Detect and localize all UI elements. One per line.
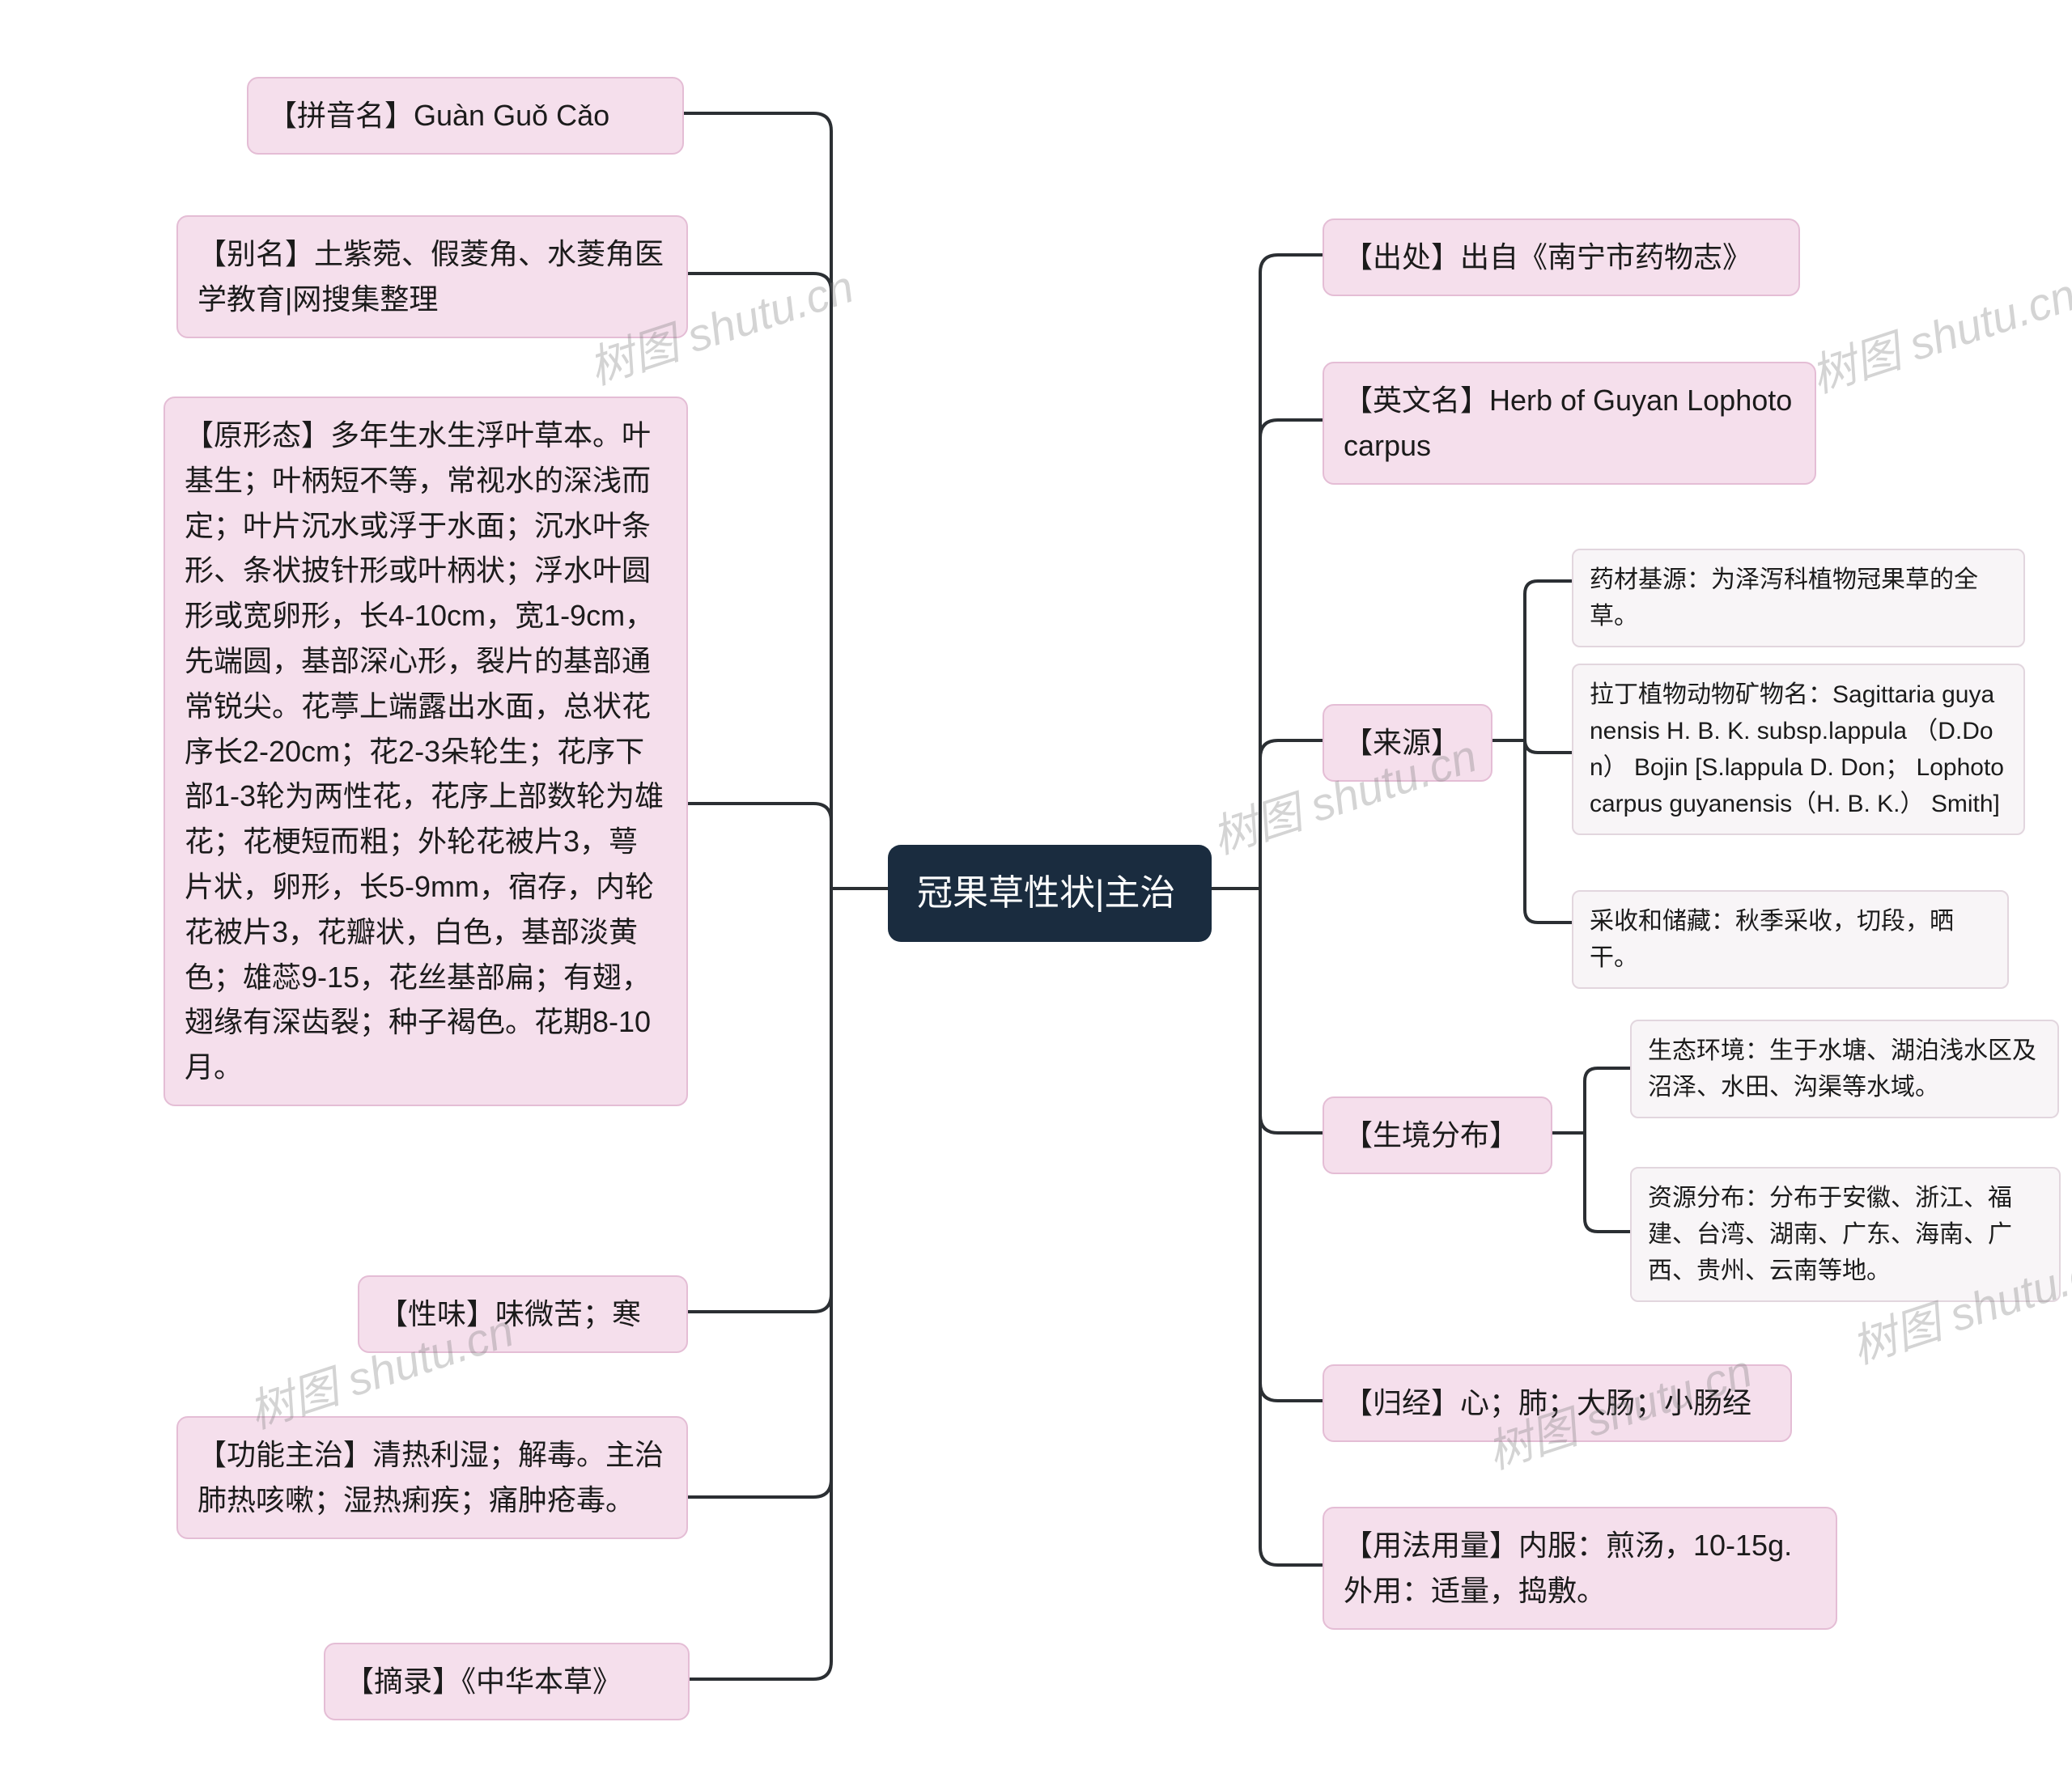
- right-node-guijing[interactable]: 【归经】心；肺；大肠；小肠经: [1323, 1364, 1792, 1442]
- child-node-laiyuan-1[interactable]: 药材基源：为泽泻科植物冠果草的全草。: [1572, 549, 2025, 647]
- right-node-shengjing[interactable]: 【生境分布】: [1323, 1096, 1552, 1174]
- child-node-laiyuan-2[interactable]: 拉丁植物动物矿物名：Sagittaria guyanensis H. B. K.…: [1572, 664, 2025, 835]
- child-node-laiyuan-3[interactable]: 采收和储藏：秋季采收，切段，晒干。: [1572, 890, 2009, 989]
- left-node-zhailu[interactable]: 【摘录】《中华本草》: [324, 1643, 690, 1720]
- left-node-bieming[interactable]: 【别名】土紫菀、假菱角、水菱角医学教育|网搜集整理: [176, 215, 688, 338]
- child-node-shengjing-2[interactable]: 资源分布：分布于安徽、浙江、福建、台湾、湖南、广东、海南、广西、贵州、云南等地。: [1630, 1167, 2061, 1302]
- child-node-shengjing-1[interactable]: 生态环境：生于水塘、湖泊浅水区及沼泽、水田、沟渠等水域。: [1630, 1020, 2059, 1118]
- right-node-yongfa[interactable]: 【用法用量】内服：煎汤，10-15g.外用：适量，捣敷。: [1323, 1507, 1837, 1630]
- mindmap-canvas: 冠果草性状|主治 【拼音名】Guàn Guǒ Cǎo 【别名】土紫菀、假菱角、水菱角…: [0, 0, 2072, 1773]
- left-node-gongneng[interactable]: 【功能主治】清热利湿；解毒。主治肺热咳嗽；湿热痢疾；痛肿疮毒。: [176, 1416, 688, 1539]
- left-node-yuanxingtai[interactable]: 【原形态】多年生水生浮叶草本。叶基生；叶柄短不等，常视水的深浅而定；叶片沉水或浮…: [163, 397, 688, 1106]
- left-node-xingwei[interactable]: 【性味】味微苦；寒: [358, 1275, 688, 1353]
- left-node-pinyin[interactable]: 【拼音名】Guàn Guǒ Cǎo: [247, 77, 684, 155]
- watermark: 树图 shutu.cn: [1802, 259, 2072, 406]
- root-node[interactable]: 冠果草性状|主治: [888, 845, 1212, 942]
- right-node-laiyuan[interactable]: 【来源】: [1323, 704, 1492, 782]
- right-node-chuchu[interactable]: 【出处】出自《南宁市药物志》: [1323, 218, 1800, 296]
- right-node-yingwen[interactable]: 【英文名】Herb of Guyan Lophotocarpus: [1323, 362, 1816, 485]
